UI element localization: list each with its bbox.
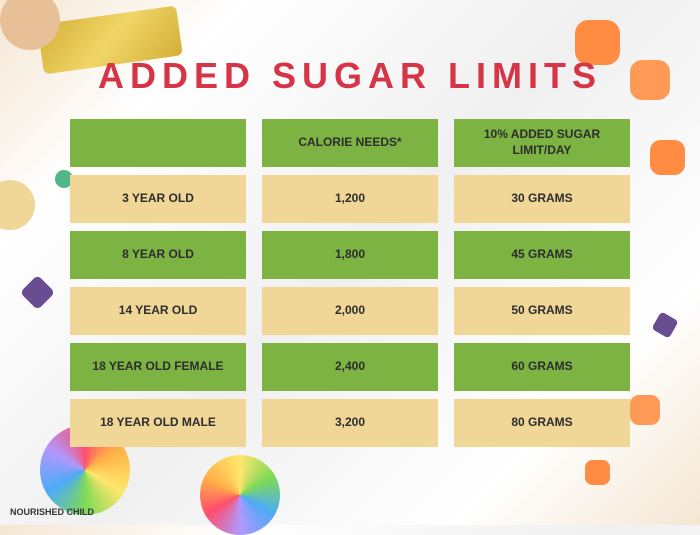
table-cell-calories: 2,400	[262, 343, 438, 391]
table-cell-calories: 1,800	[262, 231, 438, 279]
page-title: ADDED SUGAR LIMITS	[70, 55, 630, 97]
table-cell-calories: 3,200	[262, 399, 438, 447]
table-header-empty	[70, 119, 246, 167]
table-cell-calories: 1,200	[262, 175, 438, 223]
table-row-label: 18 YEAR OLD MALE	[70, 399, 246, 447]
table-cell-sugar: 50 GRAMS	[454, 287, 630, 335]
table-header-sugar: 10% ADDED SUGAR LIMIT/DAY	[454, 119, 630, 167]
table-cell-sugar: 45 GRAMS	[454, 231, 630, 279]
table-row-label: 14 YEAR OLD	[70, 287, 246, 335]
table-row-label: 8 YEAR OLD	[70, 231, 246, 279]
table-row-label: 3 YEAR OLD	[70, 175, 246, 223]
table-cell-sugar: 80 GRAMS	[454, 399, 630, 447]
sugar-limits-table: CALORIE NEEDS* 10% ADDED SUGAR LIMIT/DAY…	[70, 119, 630, 447]
table-cell-calories: 2,000	[262, 287, 438, 335]
table-header-calories: CALORIE NEEDS*	[262, 119, 438, 167]
table-cell-sugar: 60 GRAMS	[454, 343, 630, 391]
table-row-label: 18 YEAR OLD FEMALE	[70, 343, 246, 391]
table-cell-sugar: 30 GRAMS	[454, 175, 630, 223]
brand-logo: NOURISHED CHILD	[10, 507, 94, 517]
content-container: ADDED SUGAR LIMITS CALORIE NEEDS* 10% AD…	[0, 0, 700, 477]
